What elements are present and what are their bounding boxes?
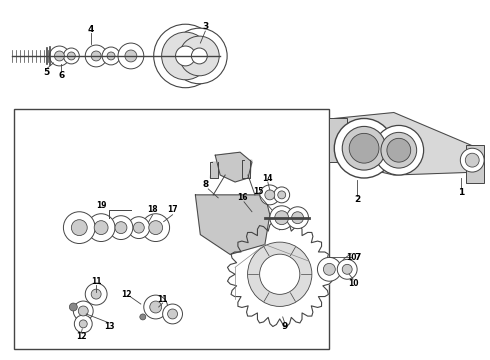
Text: 12: 12 bbox=[121, 289, 131, 298]
Text: 8: 8 bbox=[202, 180, 208, 189]
Circle shape bbox=[265, 190, 275, 200]
Circle shape bbox=[387, 138, 411, 162]
Text: 3: 3 bbox=[202, 22, 208, 31]
Circle shape bbox=[85, 283, 107, 305]
Circle shape bbox=[63, 48, 79, 64]
Circle shape bbox=[68, 52, 75, 60]
Text: 11: 11 bbox=[157, 294, 168, 303]
Circle shape bbox=[74, 301, 93, 321]
Circle shape bbox=[109, 216, 133, 239]
Circle shape bbox=[107, 52, 115, 60]
Circle shape bbox=[287, 207, 309, 229]
Text: 5: 5 bbox=[44, 68, 49, 77]
Text: 17: 17 bbox=[167, 205, 178, 214]
Text: 10: 10 bbox=[348, 279, 358, 288]
Circle shape bbox=[54, 51, 64, 61]
Circle shape bbox=[125, 50, 137, 62]
Circle shape bbox=[133, 222, 144, 233]
Circle shape bbox=[247, 242, 312, 306]
Circle shape bbox=[168, 309, 177, 319]
Text: 11: 11 bbox=[91, 277, 101, 286]
Text: 7: 7 bbox=[354, 253, 360, 262]
Circle shape bbox=[74, 315, 92, 333]
Bar bbox=[14, 109, 329, 349]
Circle shape bbox=[128, 217, 150, 239]
Circle shape bbox=[460, 148, 484, 172]
Bar bbox=[466, 145, 484, 183]
Polygon shape bbox=[215, 152, 252, 182]
Text: 4: 4 bbox=[88, 25, 95, 34]
Circle shape bbox=[318, 257, 341, 281]
Bar bbox=[329, 118, 347, 162]
Polygon shape bbox=[210, 162, 220, 178]
Circle shape bbox=[94, 221, 108, 235]
Circle shape bbox=[349, 133, 379, 163]
Circle shape bbox=[172, 28, 227, 84]
Circle shape bbox=[260, 254, 300, 294]
Circle shape bbox=[87, 214, 115, 242]
Text: 15: 15 bbox=[253, 188, 263, 197]
Circle shape bbox=[142, 214, 170, 242]
Text: 14: 14 bbox=[263, 174, 273, 183]
Text: 18: 18 bbox=[147, 205, 158, 214]
Circle shape bbox=[274, 187, 290, 203]
Circle shape bbox=[91, 289, 101, 299]
Text: 9: 9 bbox=[281, 322, 288, 331]
Circle shape bbox=[466, 153, 479, 167]
Circle shape bbox=[278, 191, 286, 199]
Circle shape bbox=[140, 314, 146, 320]
Circle shape bbox=[79, 320, 87, 328]
Circle shape bbox=[342, 264, 352, 274]
Circle shape bbox=[292, 212, 303, 224]
Circle shape bbox=[78, 306, 88, 316]
Polygon shape bbox=[334, 113, 483, 175]
Circle shape bbox=[179, 36, 219, 76]
Circle shape bbox=[260, 185, 280, 205]
Text: 16: 16 bbox=[237, 193, 247, 202]
Circle shape bbox=[115, 222, 127, 234]
Text: 19: 19 bbox=[96, 201, 106, 210]
Circle shape bbox=[150, 301, 162, 313]
Text: 10: 10 bbox=[346, 253, 356, 262]
Circle shape bbox=[323, 264, 335, 275]
Circle shape bbox=[334, 118, 394, 178]
Text: 6: 6 bbox=[58, 71, 65, 80]
Circle shape bbox=[342, 126, 386, 170]
Text: 13: 13 bbox=[104, 322, 114, 331]
Circle shape bbox=[162, 32, 209, 80]
Circle shape bbox=[337, 260, 357, 279]
Polygon shape bbox=[242, 160, 252, 178]
Circle shape bbox=[175, 46, 196, 66]
Circle shape bbox=[118, 43, 144, 69]
Circle shape bbox=[85, 45, 107, 67]
Text: 1: 1 bbox=[458, 188, 465, 197]
Circle shape bbox=[144, 295, 168, 319]
Polygon shape bbox=[227, 222, 332, 327]
Circle shape bbox=[163, 304, 182, 324]
Circle shape bbox=[91, 51, 101, 61]
Text: 2: 2 bbox=[354, 195, 360, 204]
Circle shape bbox=[63, 212, 95, 243]
Circle shape bbox=[381, 132, 416, 168]
Circle shape bbox=[49, 46, 70, 66]
Circle shape bbox=[154, 24, 217, 88]
Circle shape bbox=[70, 303, 77, 311]
Circle shape bbox=[102, 47, 120, 65]
Circle shape bbox=[192, 48, 207, 64]
Circle shape bbox=[374, 125, 424, 175]
Circle shape bbox=[149, 221, 163, 235]
Polygon shape bbox=[196, 195, 270, 255]
Circle shape bbox=[270, 206, 294, 230]
Circle shape bbox=[275, 211, 289, 225]
Circle shape bbox=[72, 220, 87, 235]
Text: 12: 12 bbox=[76, 332, 87, 341]
